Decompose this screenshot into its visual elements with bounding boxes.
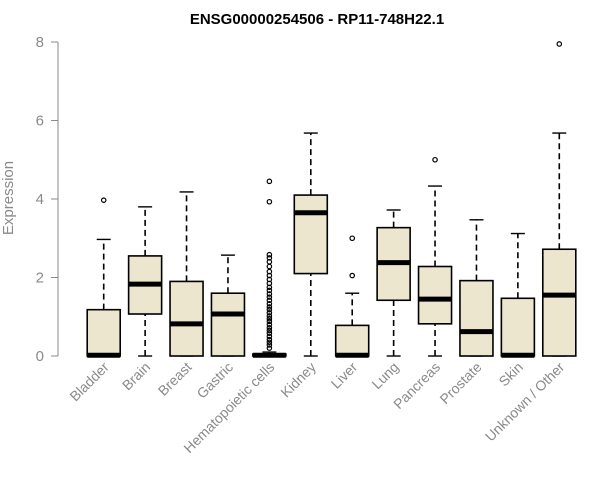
box-rect xyxy=(541,248,577,357)
outlier-point xyxy=(266,315,273,322)
chart-title: ENSG00000254506 - RP11-748H22.1 xyxy=(190,11,444,28)
box-2 xyxy=(169,191,204,357)
outlier-point xyxy=(266,336,273,343)
outlier-point xyxy=(266,318,273,325)
y-axis: 0 2 4 6 8 xyxy=(36,34,59,365)
box-4 xyxy=(252,178,287,358)
x-tick-label-1: Brain xyxy=(119,359,153,393)
outlier-point xyxy=(349,272,356,279)
y-tick-label-2: 4 xyxy=(36,191,44,208)
boxes-group xyxy=(86,41,577,358)
box-7 xyxy=(376,209,411,357)
outlier-point xyxy=(556,41,563,47)
x-tick-label-6: Liver xyxy=(328,359,361,392)
x-tick-label-9: Prostate xyxy=(436,359,484,407)
outlier-point xyxy=(266,304,273,310)
y-axis-label: Expression xyxy=(0,161,17,235)
outlier-point xyxy=(100,197,107,203)
y-tick-label-3: 6 xyxy=(36,113,44,130)
outlier-point xyxy=(266,324,273,331)
box-3 xyxy=(210,254,246,357)
y-tick-label-0: 0 xyxy=(36,348,44,365)
outlier-point xyxy=(266,333,273,340)
outlier-point xyxy=(266,294,273,300)
outlier-point xyxy=(266,255,273,261)
outlier-point xyxy=(266,297,273,304)
y-tick-label-4: 8 xyxy=(36,34,44,51)
outlier-point xyxy=(432,156,438,163)
outlier-point xyxy=(266,268,273,275)
box-11 xyxy=(541,41,577,357)
box-rect xyxy=(500,297,536,357)
outlier-point xyxy=(266,287,273,294)
x-tick-label-5: Kidney xyxy=(277,359,319,401)
outlier-point xyxy=(349,235,356,242)
box-rect xyxy=(169,280,204,357)
outlier-point xyxy=(266,327,273,334)
outlier-point xyxy=(266,251,273,258)
box-5 xyxy=(293,132,329,357)
box-9 xyxy=(459,219,494,357)
box-6 xyxy=(334,235,370,358)
outlier-point xyxy=(266,300,273,307)
box-rect xyxy=(86,308,122,357)
box-0 xyxy=(86,197,122,358)
outlier-point xyxy=(266,263,273,270)
box-10 xyxy=(500,232,536,358)
box-rect xyxy=(417,265,453,325)
x-tick-label-7: Lung xyxy=(368,359,401,392)
outlier-point xyxy=(266,291,273,297)
box-8 xyxy=(417,156,453,357)
outlier-point xyxy=(266,306,273,313)
box-1 xyxy=(127,206,163,357)
box-rect xyxy=(210,292,246,357)
outlier-point xyxy=(266,345,273,351)
outlier-point xyxy=(266,339,273,346)
x-tick-label-10: Skin xyxy=(495,359,526,390)
y-tick-label-1: 2 xyxy=(36,270,44,287)
x-tick-label-0: Bladder xyxy=(66,359,112,405)
outlier-point xyxy=(266,321,273,328)
x-tick-label-11: Unknown / Other xyxy=(482,359,568,445)
outlier-point xyxy=(266,198,273,205)
outlier-point xyxy=(266,342,273,348)
outlier-point xyxy=(266,330,273,337)
x-tick-label-2: Breast xyxy=(155,359,195,399)
outlier-point xyxy=(266,310,273,316)
outlier-point xyxy=(266,178,273,185)
box-rect xyxy=(293,194,329,275)
box-rect xyxy=(459,279,494,357)
outlier-point xyxy=(266,313,273,319)
box-rect xyxy=(334,324,370,357)
